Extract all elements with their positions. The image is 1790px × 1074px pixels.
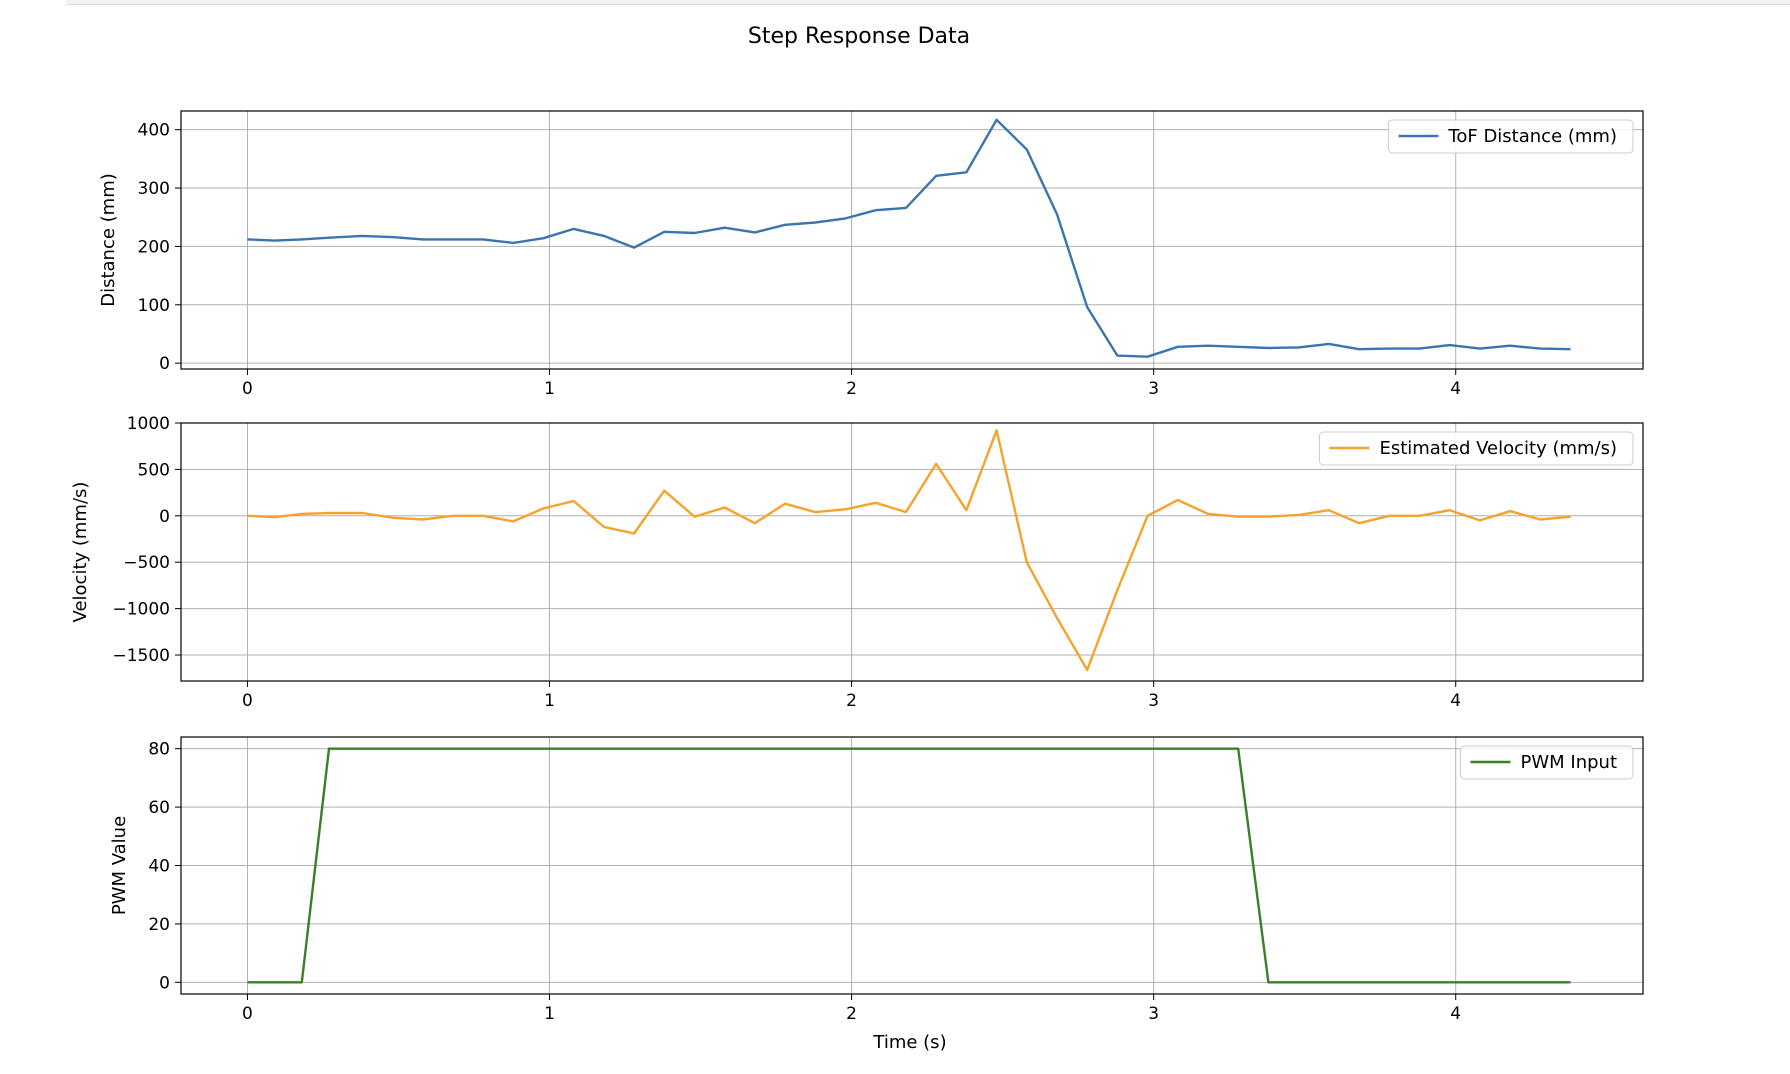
y-tick-label: −500 [123,553,170,573]
x-tick-label: 1 [544,379,555,399]
legend: ToF Distance (mm) [1387,119,1634,154]
x-tick-label: 0 [242,1004,253,1024]
notebook-cell-border [66,0,1790,5]
figure-title: Step Response Data [748,24,970,49]
y-tick-label: 20 [148,915,170,935]
x-tick-label: 1 [544,691,555,711]
x-tick-label: 2 [846,379,857,399]
axes-frame [180,422,1644,682]
y-tick-label: 0 [159,507,170,527]
legend: Estimated Velocity (mm/s) [1318,431,1634,466]
y-tick-label: −1000 [112,600,170,620]
x-tick-label: 4 [1450,1004,1461,1024]
axes-frame [180,736,1644,995]
x-tick-label: 0 [242,691,253,711]
x-tick-label: 4 [1450,379,1461,399]
x-tick-label: 0 [242,379,253,399]
x-axis-label: Time (s) [872,1032,946,1053]
series-line [247,118,1571,358]
y-tick-label: 300 [138,179,170,199]
series-line [247,747,1571,984]
legend: PWM Input [1459,745,1634,780]
y-tick-label: 0 [159,354,170,374]
x-tick-label: 1 [544,1004,555,1024]
y-tick-label: 60 [148,798,170,818]
y-tick-label: 500 [138,460,170,480]
legend-box [1318,431,1634,466]
axes-frame [180,110,1644,370]
legend-box [1459,745,1634,780]
x-tick-label: 2 [846,691,857,711]
y-tick-label: −1500 [112,646,170,666]
y-tick-label: 200 [138,237,170,257]
y-tick-label: 400 [138,121,170,141]
y-tick-label: 40 [148,857,170,877]
x-tick-label: 4 [1450,691,1461,711]
x-tick-label: 2 [846,1004,857,1024]
y-tick-label: 100 [138,296,170,316]
y-axis-label: Velocity (mm/s) [70,482,91,623]
subplot-2: 0 1 2 3 4 1000 500 0 −500 −1000 −1500 Velocity (mm/… [70,414,1644,711]
legend-label: Estimated Velocity (mm/s) [1379,438,1617,459]
y-tick-label: 80 [148,740,170,760]
y-tick-label: 0 [159,973,170,993]
legend-box [1387,119,1634,154]
series-line [247,429,1571,672]
legend-label: PWM Input [1520,752,1617,773]
subplot-1: 0 1 2 3 4 0 100 200 300 400 Distance (mm) ToF Dista… [98,110,1644,399]
x-tick-label: 3 [1148,379,1159,399]
y-tick-label: 1000 [127,414,170,434]
x-tick-label: 3 [1148,1004,1159,1024]
y-axis-label: Distance (mm) [98,173,119,307]
y-axis-label: PWM Value [109,816,130,915]
legend-label: ToF Distance (mm) [1447,126,1617,147]
x-tick-label: 3 [1148,691,1159,711]
